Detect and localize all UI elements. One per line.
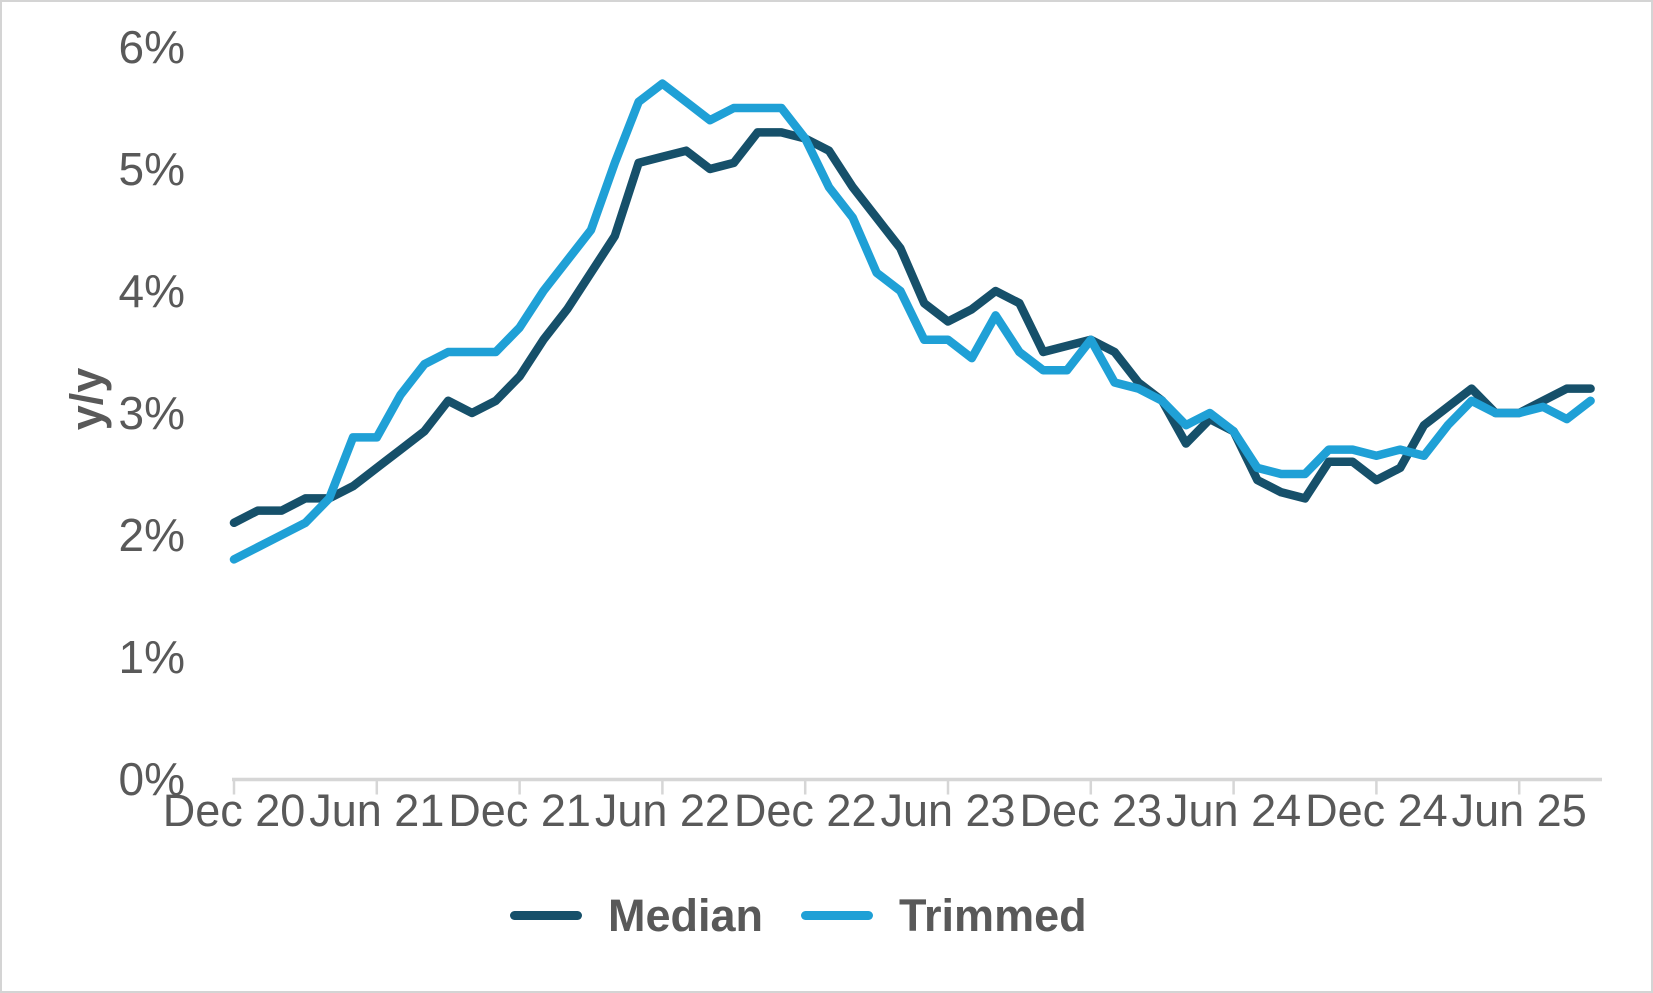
x-tick-label: Jun 22 [595, 785, 730, 836]
y-tick-label: 4% [119, 265, 185, 317]
x-tick-label: Dec 22 [734, 785, 877, 836]
x-tick-label: Jun 23 [880, 785, 1015, 836]
series-line-trimmed [229, 79, 1595, 564]
x-tick-label: Dec 24 [1305, 785, 1448, 836]
y-tick-label: 2% [119, 509, 185, 561]
x-tick-label: Dec 23 [1020, 785, 1163, 836]
legend-item-median: Median [510, 893, 763, 938]
x-tick-label: Jun 21 [309, 785, 444, 836]
y-axis-title: y/y [61, 367, 112, 431]
x-tick-label: Jun 24 [1166, 785, 1301, 836]
y-tick-label: 6% [119, 21, 185, 73]
legend-label-trimmed: Trimmed [899, 890, 1087, 941]
legend-label-median: Median [608, 890, 764, 941]
y-tick-label: 5% [119, 143, 185, 195]
median-line-swatch [510, 911, 582, 920]
y-tick-label: 1% [119, 631, 185, 683]
series-line-median [229, 128, 1595, 528]
y-tick-label: 0% [119, 753, 185, 805]
legend: Median Trimmed [510, 893, 1087, 938]
x-tick-label: Dec 20 [163, 785, 306, 836]
trimmed-line-swatch [801, 911, 874, 920]
x-tick-label: Jun 25 [1452, 785, 1587, 836]
y-tick-label: 3% [119, 387, 185, 439]
x-tick-label: Dec 21 [448, 785, 591, 836]
legend-item-trimmed: Trimmed [801, 893, 1087, 938]
